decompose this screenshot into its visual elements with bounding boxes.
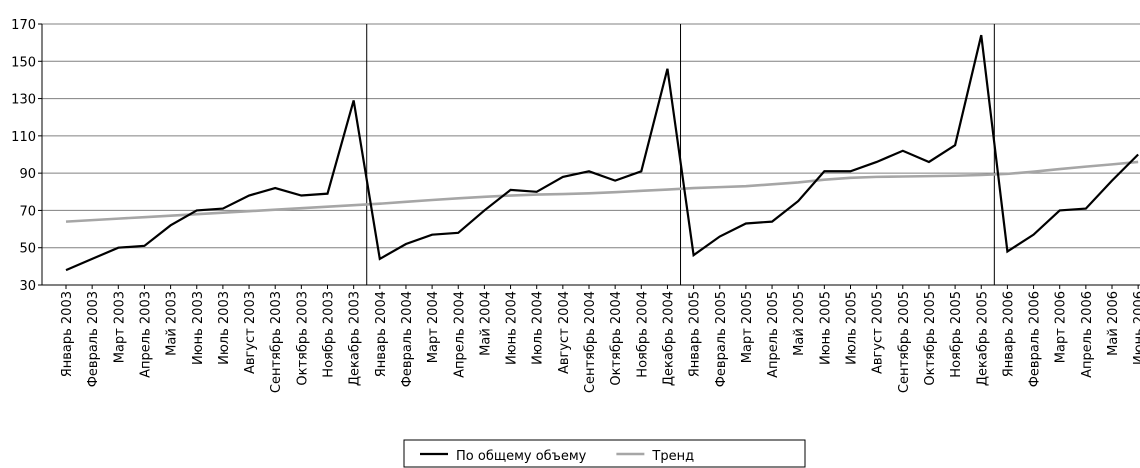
x-tick-label: Май 2006 [1106, 291, 1121, 356]
x-tick-label: Май 2003 [165, 291, 180, 356]
x-tick-label: Июль 2003 [217, 291, 232, 365]
x-tick-label: Январь 2005 [688, 291, 703, 377]
x-tick-label: Июль 2005 [845, 291, 860, 365]
x-tick-label: Август 2004 [557, 291, 572, 374]
y-tick-label: 150 [11, 55, 36, 70]
y-tick-label: 30 [19, 279, 36, 294]
x-tick-label: Май 2004 [478, 291, 493, 356]
x-tick-label: Июнь 2005 [818, 291, 833, 365]
x-tick-label: Декабрь 2003 [348, 291, 363, 386]
x-tick-label: Июль 2004 [531, 291, 546, 365]
legend-box [403, 439, 806, 468]
x-tick-label: Декабрь 2005 [975, 291, 990, 386]
series-line [65, 34, 1139, 272]
x-tick-label: Сентябрь 2004 [583, 291, 598, 393]
x-tick-label: Март 2003 [112, 291, 127, 363]
y-tick-label: 50 [19, 242, 36, 257]
x-tick-label: Апрель 2005 [766, 291, 781, 378]
x-tick-label: Ноябрь 2005 [949, 291, 964, 378]
x-tick-label: Март 2004 [426, 291, 441, 363]
x-tick-label: Ноябрь 2004 [635, 291, 650, 378]
x-tick-label: Сентябрь 2003 [269, 291, 284, 393]
x-tick-label: Январь 2003 [60, 291, 75, 377]
x-tick-label: Октябрь 2003 [295, 291, 310, 386]
x-tick-label: Октябрь 2004 [609, 291, 624, 386]
x-tick-label: Март 2005 [740, 291, 755, 363]
x-tick-label: Июнь 2003 [191, 291, 206, 365]
x-tick-label: Сентябрь 2005 [897, 291, 912, 393]
x-tick-label: Ноябрь 2003 [322, 291, 337, 378]
x-tick-label: Февраль 2003 [86, 291, 101, 387]
x-tick-label: Октябрь 2005 [923, 291, 938, 386]
x-tick-label: Август 2005 [871, 291, 886, 374]
x-tick-label: Апрель 2004 [452, 291, 467, 378]
x-tick-label: Январь 2004 [374, 291, 389, 377]
x-tick-label: Февраль 2006 [1028, 291, 1043, 387]
x-tick-label: Январь 2006 [1001, 291, 1016, 377]
legend: По общему объему Тренд [403, 439, 806, 468]
y-tick-label: 70 [19, 204, 36, 219]
x-tick-label: Февраль 2005 [714, 291, 729, 387]
x-tick-label: Апрель 2006 [1080, 291, 1095, 378]
x-tick-label: Май 2005 [792, 291, 807, 356]
y-tick-label: 130 [11, 93, 36, 108]
y-tick-label: 170 [11, 18, 36, 33]
y-tick-label: 110 [11, 130, 36, 145]
legend-label: По общему объему [456, 449, 587, 464]
x-tick-label: Декабрь 2004 [661, 291, 676, 386]
x-tick-label: Март 2006 [1054, 291, 1069, 363]
x-tick-label: Июнь 2004 [505, 291, 520, 365]
y-tick-label: 90 [19, 167, 36, 182]
x-tick-label: Август 2003 [243, 291, 258, 374]
x-tick-label: Февраль 2004 [400, 291, 415, 387]
x-tick-label: Апрель 2003 [138, 291, 153, 378]
series-line [65, 160, 1139, 223]
x-tick-label: Июнь 2006 [1132, 291, 1140, 365]
legend-label: Тренд [651, 449, 694, 464]
